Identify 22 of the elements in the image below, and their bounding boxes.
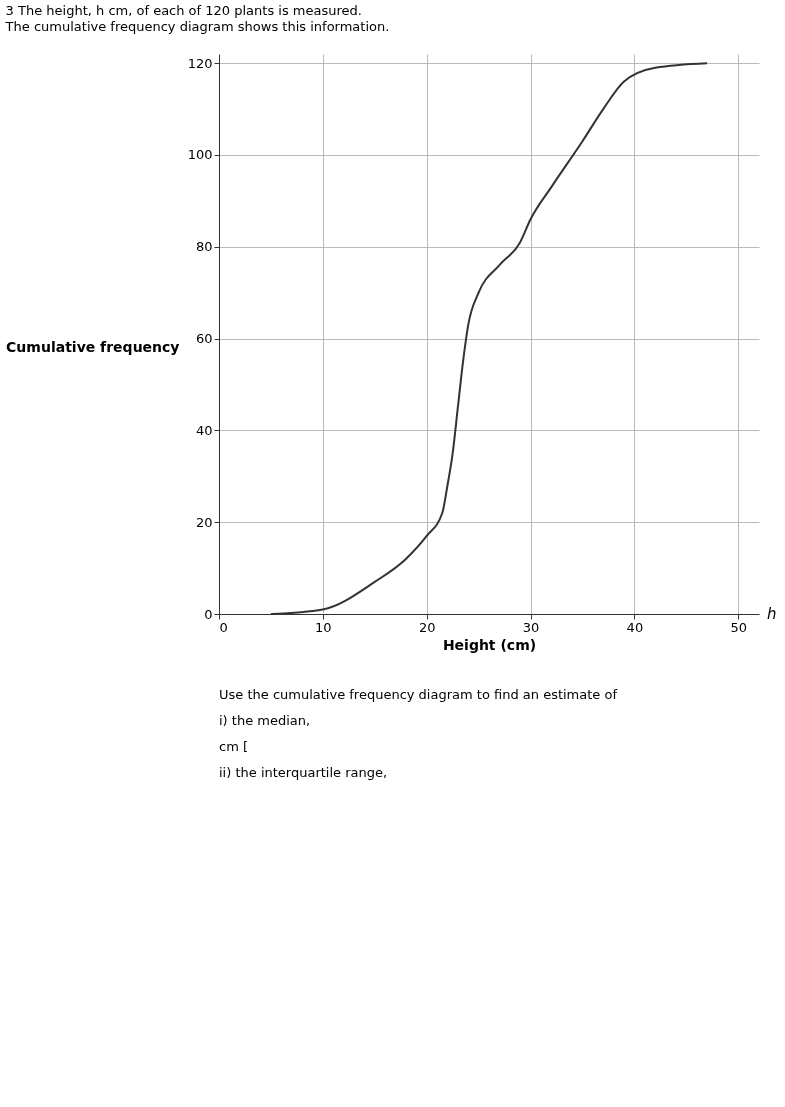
chart-title: 3 The height, h cm, of each of 120 plants is measured. (5, 3, 362, 18)
y-tick-label: 40 (195, 422, 213, 438)
y-tick-label: 80 (195, 239, 213, 255)
y-tick-label: 0 (204, 606, 213, 622)
text: ii) the interquartile range, (219, 765, 388, 780)
chart-subtitle: The cumulative frequency diagram shows this information. (4, 19, 390, 34)
x-tick-label: 40 (626, 619, 644, 635)
x-tick-label: 20 (418, 619, 436, 635)
text: cm [ (219, 739, 249, 754)
y-tick-label: 100 (187, 147, 213, 163)
x-axis-title: Height (cm) (442, 636, 537, 653)
text: i) the median, (219, 713, 311, 728)
x-tick-label: 10 (315, 619, 332, 635)
y-tick-label: 20 (195, 514, 213, 530)
text: Use the cumulative frequency diagram to find an estimate of (219, 687, 618, 702)
text: h (767, 605, 777, 623)
x-tick-label: 0 (219, 619, 228, 635)
y-tick-label: 60 (195, 331, 213, 347)
y-tick-label: 120 (187, 55, 213, 71)
x-tick-label: 50 (730, 619, 747, 635)
y-axis-title: Cumulative frequency (6, 338, 180, 355)
x-tick-label: 30 (522, 619, 540, 635)
